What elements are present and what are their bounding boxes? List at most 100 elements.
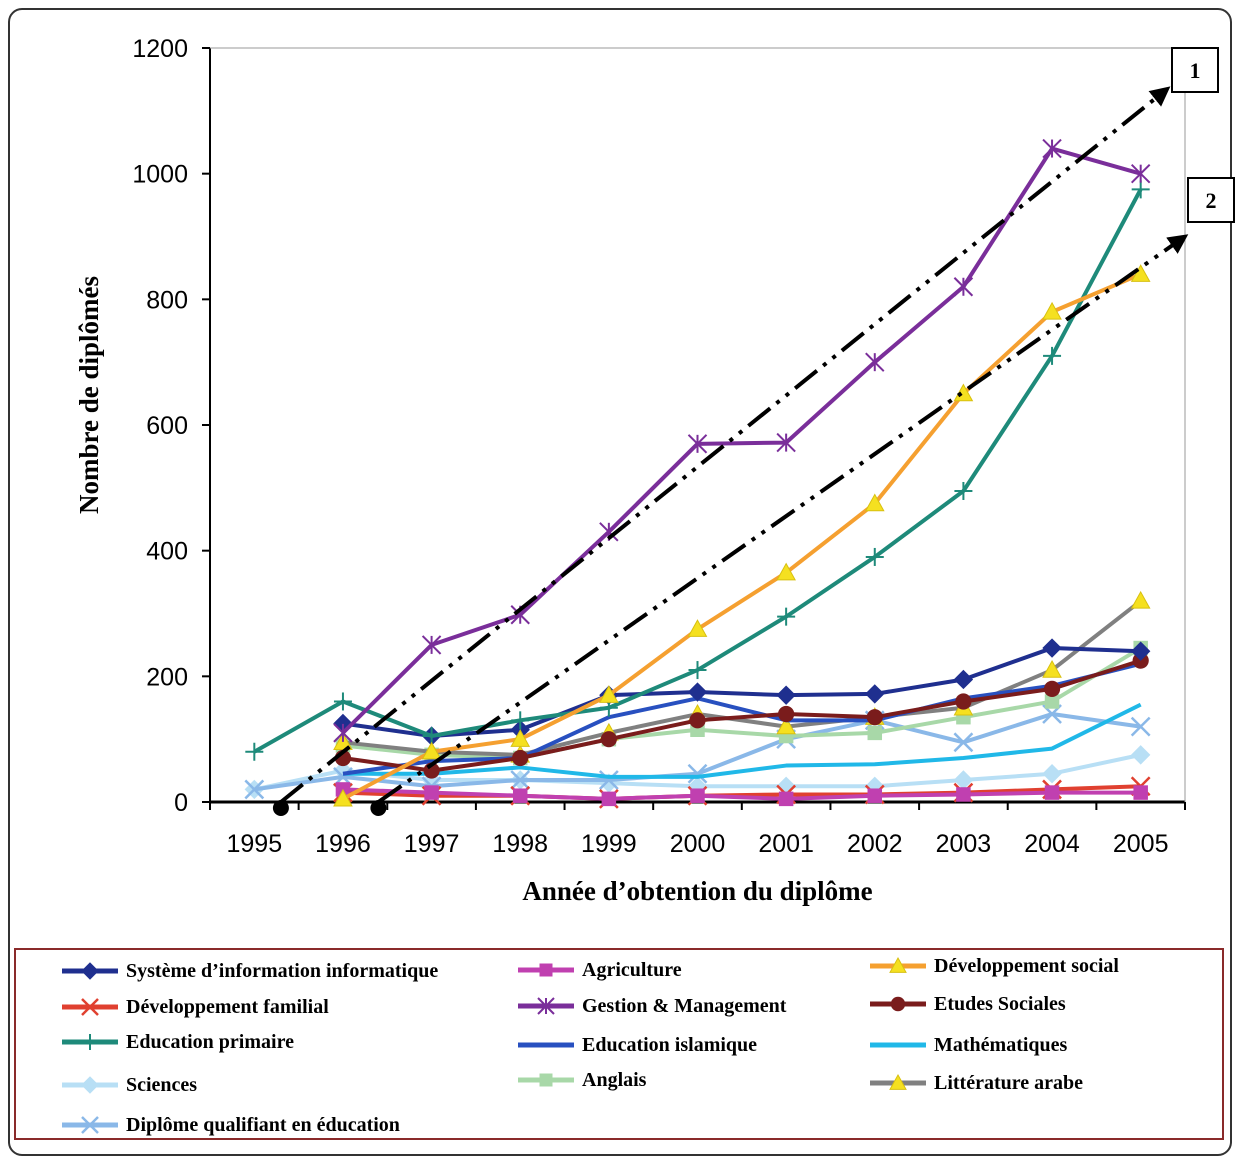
legend-label: Développement social (934, 954, 1119, 977)
series-line-8 (342, 702, 1142, 779)
data-point (867, 788, 883, 803)
data-point (1130, 716, 1151, 737)
series-line-4 (341, 146, 1142, 735)
data-point (1042, 660, 1062, 678)
data-point (1130, 745, 1151, 765)
data-point (1042, 138, 1062, 159)
x-tick-label: 2001 (758, 830, 814, 858)
legend-swatch (870, 1042, 926, 1048)
y-tick-label: 1200 (132, 35, 188, 63)
legend-item: Mathématiques (868, 1029, 1067, 1061)
legend-marker (539, 963, 553, 977)
x-axis-title: Année d’obtention du diplôme (522, 876, 872, 906)
trend-label-box (1187, 177, 1235, 223)
legend-swatch (518, 963, 574, 977)
chart-frame (8, 8, 1232, 1156)
x-tick-label: 1995 (227, 830, 283, 858)
trend-arrow-2 (377, 234, 1189, 804)
data-point (510, 729, 531, 747)
legend-item: Développement familial (60, 991, 329, 1023)
x-tick-label: 2002 (847, 830, 903, 858)
data-point (687, 434, 708, 454)
legend-marker (81, 1076, 99, 1094)
legend-marker (81, 1116, 99, 1134)
trend-label: 1 (1190, 58, 1201, 83)
data-point (776, 716, 796, 735)
data-point (421, 741, 442, 760)
legend-marker (889, 956, 907, 973)
data-point (689, 712, 706, 729)
legend-swatch (62, 1076, 118, 1094)
legend-label: Diplôme qualifiant en éducation (126, 1113, 400, 1136)
data-point (953, 669, 974, 690)
data-point (866, 709, 883, 726)
trend-start-dot (370, 800, 387, 816)
data-point (598, 770, 619, 790)
data-point (690, 788, 705, 803)
data-point (599, 685, 619, 703)
legend-label: Etudes Sociales (934, 992, 1066, 1015)
trend-label: 2 (1206, 188, 1217, 213)
legend-marker (890, 996, 906, 1012)
data-point (777, 607, 796, 626)
x-tick-label: 2000 (670, 830, 726, 858)
y-tick-label: 800 (146, 286, 188, 314)
data-point (424, 785, 439, 800)
series-line-10 (342, 646, 1142, 761)
data-point (687, 763, 708, 784)
legend-label: Littérature arabe (934, 1071, 1084, 1094)
legend-marker (81, 962, 99, 980)
legend-label: Education primaire (126, 1030, 294, 1053)
data-point (333, 788, 353, 807)
data-point (601, 791, 617, 807)
legend-marker (537, 997, 555, 1015)
data-point (333, 692, 352, 711)
legend-swatch (518, 997, 574, 1015)
legend-swatch (518, 1042, 574, 1048)
series-line-5 (342, 658, 1142, 773)
data-point (687, 619, 708, 637)
legend-label: Système d’information informatique (126, 959, 439, 982)
series-line-1 (342, 787, 1141, 801)
legend-marker (539, 1073, 553, 1087)
legend-marker (81, 998, 99, 1016)
x-tick-label: 1999 (581, 830, 637, 858)
trend-arrow-1 (279, 86, 1171, 804)
legend-item: Education primaire (60, 1026, 294, 1058)
data-point (245, 742, 264, 761)
legend-label: Développement familial (126, 995, 329, 1018)
legend-item: Anglais (516, 1064, 646, 1096)
y-tick-label: 0 (174, 789, 188, 817)
data-point (421, 635, 442, 655)
x-tick-label: 2005 (1113, 830, 1169, 858)
data-point (687, 682, 708, 702)
legend-item: Education islamique (516, 1029, 757, 1061)
legend-marker (889, 1073, 907, 1090)
data-point (864, 493, 885, 512)
data-point (512, 749, 529, 767)
data-point (953, 277, 974, 297)
y-tick-label: 1000 (132, 161, 188, 189)
data-point (1042, 764, 1062, 784)
data-point (865, 352, 885, 372)
legend-swatch (870, 996, 926, 1012)
y-tick-label: 600 (146, 412, 188, 440)
data-point (1043, 680, 1061, 698)
data-point (778, 705, 795, 723)
legend-item: Etudes Sociales (868, 988, 1066, 1020)
data-point (600, 731, 617, 748)
legend-swatch (62, 1034, 118, 1050)
data-point (1042, 638, 1062, 658)
data-point (1043, 346, 1062, 365)
series-line-0 (342, 646, 1141, 739)
x-tick-label: 1997 (404, 830, 460, 858)
legend-item: Développement social (868, 950, 1119, 982)
y-tick-label: 200 (146, 663, 188, 691)
data-point (333, 723, 353, 743)
series-line-11 (342, 599, 1142, 757)
data-point (955, 693, 972, 710)
legend-swatch (62, 962, 118, 980)
legend-item: Gestion & Management (516, 990, 786, 1022)
legend-item: Agriculture (516, 954, 682, 986)
y-tick-label: 400 (146, 538, 188, 566)
